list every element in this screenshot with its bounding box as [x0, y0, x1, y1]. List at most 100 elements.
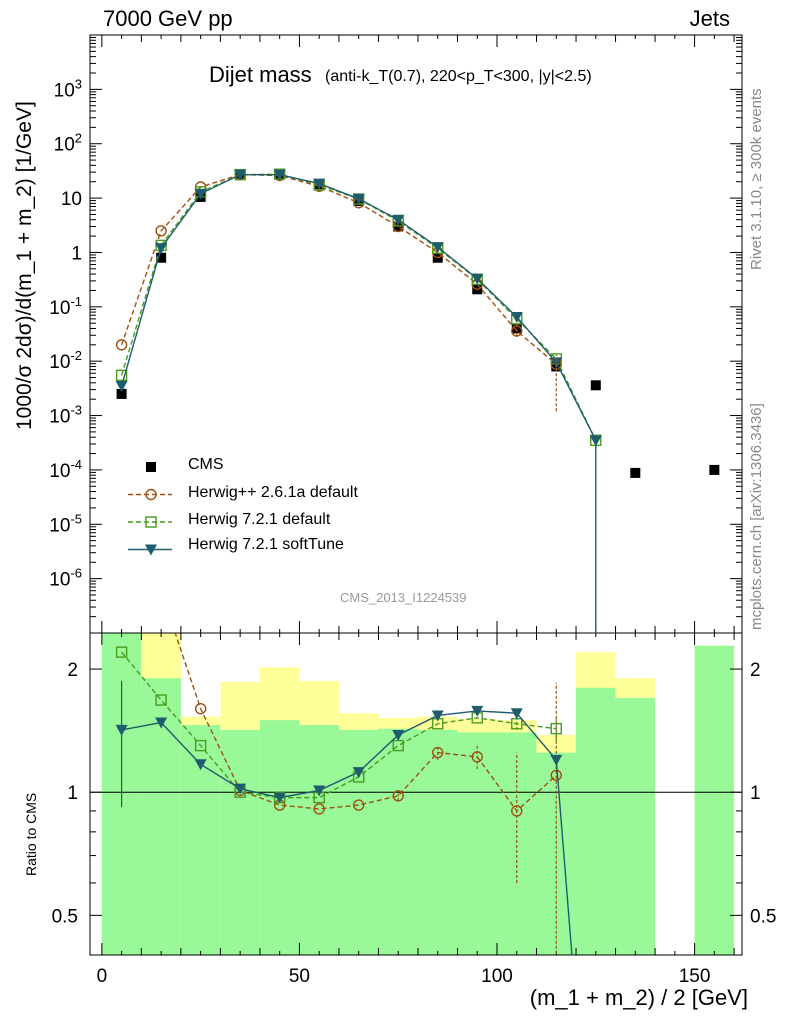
y-tick-label: 103 — [54, 76, 82, 101]
data-point — [234, 169, 247, 181]
ratio-point — [115, 646, 128, 658]
ratio-point — [550, 722, 562, 735]
band-1sigma — [220, 729, 260, 955]
analysis-id-watermark: CMS_2013_I1224539 — [340, 590, 467, 605]
data-point — [194, 188, 207, 200]
data-point — [313, 178, 326, 190]
data-point — [155, 243, 168, 255]
band-1sigma — [299, 724, 339, 955]
x-ticks — [101, 35, 735, 955]
data-point — [511, 323, 522, 334]
y-tick-exponent: -3 — [70, 403, 82, 418]
y-tick-base: 10 — [49, 407, 70, 428]
y-tick-base: 10 — [54, 135, 75, 156]
ratio-point — [273, 792, 286, 804]
series-line — [120, 173, 557, 365]
legend-label-herwigpp: Herwig++ 2.6.1a default — [188, 484, 358, 501]
y-tick-exponent: -4 — [70, 457, 82, 472]
data-point — [471, 273, 484, 285]
plot-title: Dijet mass — [209, 62, 312, 87]
ratio-y-tick-label-right: 0.5 — [750, 906, 776, 927]
y-tick-label: 10-6 — [49, 566, 82, 591]
ratio-point — [511, 805, 523, 817]
ratio-y-tick-label-right: 2 — [750, 660, 761, 681]
band-1sigma — [576, 687, 616, 955]
ratio-point — [471, 705, 484, 717]
x-tick-label: 0 — [97, 966, 108, 987]
y-tick-base: 10 — [49, 352, 70, 373]
mcplots-label: mcplots.cern.ch [arXiv:1306.3436] — [748, 403, 765, 630]
y-tick-exponent: -6 — [70, 566, 82, 581]
ratio-y-tick-label-right: 1 — [750, 783, 761, 804]
ratio-y-tick-label: 1 — [67, 783, 78, 804]
ratio-point — [550, 754, 563, 766]
band-1sigma — [338, 729, 379, 955]
ratio-point — [352, 767, 365, 779]
data-point — [156, 252, 167, 263]
data-point — [115, 380, 128, 392]
data-point — [352, 193, 365, 205]
x-tick-label: 150 — [679, 966, 711, 987]
y-ticks-main — [90, 36, 742, 634]
collision-header: 7000 GeV pp — [103, 6, 233, 31]
data-point — [273, 169, 286, 181]
ratio-point — [194, 759, 207, 771]
ratio-point — [550, 769, 562, 781]
y-tick-base: 10 — [49, 570, 70, 591]
x-tick-label: 50 — [289, 966, 310, 987]
y-tick-label: 10-1 — [49, 294, 82, 319]
ratio-point — [313, 803, 325, 815]
y-tick-exponent: 2 — [75, 131, 82, 146]
band-1sigma — [694, 645, 735, 955]
x-axis-label: (m_1 + m_2) / 2 [GeV] — [529, 985, 748, 1010]
data-point — [590, 380, 601, 391]
data-point — [115, 339, 128, 351]
y-axis-label-ratio: Ratio to CMS — [23, 792, 39, 876]
ratio-point — [155, 717, 168, 729]
analysis-type-header: Jets — [689, 6, 730, 31]
y-tick-label: 1 — [71, 243, 82, 264]
plot-cuts-subtitle: (anti-k_T(0.7), 220<p_T<300, |y|<2.5) — [325, 68, 592, 85]
data-point — [431, 242, 444, 254]
y-tick-exponent: -1 — [70, 294, 82, 309]
legend-marker — [145, 544, 157, 556]
legend-marker — [145, 516, 157, 528]
ratio-bands — [101, 633, 735, 955]
y-tick-base: 10 — [49, 298, 70, 319]
data-point — [116, 388, 127, 399]
legend-marker — [145, 488, 157, 501]
ratio-series — [115, 633, 573, 955]
x-tick-label: 100 — [481, 966, 513, 987]
data-point — [510, 311, 523, 323]
band-1sigma — [497, 732, 537, 955]
data-point — [392, 214, 405, 226]
y-tick-base: 10 — [49, 461, 70, 482]
legend-marker — [146, 462, 156, 472]
ratio-point — [431, 710, 444, 722]
ratio-line — [121, 651, 557, 799]
y-tick-label: 10-2 — [49, 348, 82, 373]
ratio-point — [392, 790, 404, 802]
band-1sigma — [417, 729, 458, 955]
ratio-point — [432, 746, 444, 759]
band-1sigma — [378, 728, 418, 955]
ratio-point — [313, 785, 326, 797]
legend-label-cms: CMS — [188, 456, 224, 473]
band-1sigma — [457, 732, 498, 955]
y-tick-label: 10-3 — [49, 403, 82, 428]
data-point — [550, 357, 563, 369]
y-axis-label-main: 1000/σ 2dσ)/d(m_1 + m_2) [1/GeV] — [13, 101, 36, 430]
ratio-frame — [89, 632, 743, 956]
ratio-point — [115, 724, 128, 736]
data-point — [630, 467, 641, 478]
series-line — [120, 173, 597, 441]
y-tick-base: 10 — [49, 515, 70, 536]
band-1sigma — [615, 697, 656, 955]
legend-label-herwig7-softtune: Herwig 7.2.1 softTune — [188, 536, 344, 553]
rivet-version-label: Rivet 3.1.10, ≥ 300k events — [748, 88, 765, 270]
ratio-point — [155, 694, 167, 706]
ratio-point — [471, 751, 483, 763]
band-1sigma — [259, 720, 300, 955]
data-point — [709, 464, 720, 475]
